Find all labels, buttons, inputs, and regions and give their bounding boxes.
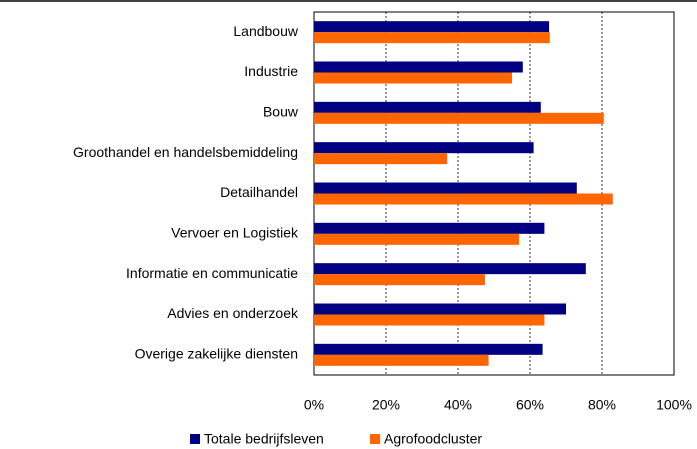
bar xyxy=(314,314,545,326)
y-tick-label: Industrie xyxy=(244,63,298,79)
y-tick-label: Vervoer en Logistiek xyxy=(171,225,299,241)
bar xyxy=(314,112,604,124)
legend-label: Totale bedrijfsleven xyxy=(204,431,324,447)
bar xyxy=(314,354,489,366)
x-tick-label: 0% xyxy=(304,397,324,413)
x-tick-label: 40% xyxy=(444,397,472,413)
legend-label: Agrofoodcluster xyxy=(384,431,482,447)
bar xyxy=(314,193,613,205)
bar xyxy=(314,274,485,286)
bar xyxy=(314,61,523,73)
y-tick-label: Advies en onderzoek xyxy=(167,305,299,321)
bar xyxy=(314,233,520,245)
bar xyxy=(314,101,541,113)
bar xyxy=(314,142,534,154)
x-tick-label: 100% xyxy=(656,397,692,413)
y-tick-label: Overige zakelijke diensten xyxy=(135,346,298,362)
legend-swatch xyxy=(190,434,200,444)
y-tick-label: Detailhandel xyxy=(220,184,298,200)
bar xyxy=(314,263,586,275)
x-tick-label: 60% xyxy=(516,397,544,413)
y-tick-label: Bouw xyxy=(263,104,299,120)
bar xyxy=(314,21,550,33)
y-tick-label: Informatie en communicatie xyxy=(126,265,298,281)
y-tick-label: Groothandel en handelsbemiddeling xyxy=(73,144,298,160)
bar xyxy=(314,153,448,165)
bar xyxy=(314,32,550,44)
y-tick-label: Landbouw xyxy=(233,23,299,39)
bar xyxy=(314,303,566,315)
x-tick-label: 80% xyxy=(588,397,616,413)
x-tick-label: 20% xyxy=(372,397,400,413)
bar xyxy=(314,182,577,194)
bar xyxy=(314,222,545,234)
legend-swatch xyxy=(370,434,380,444)
bar xyxy=(314,343,543,355)
bar xyxy=(314,72,512,84)
